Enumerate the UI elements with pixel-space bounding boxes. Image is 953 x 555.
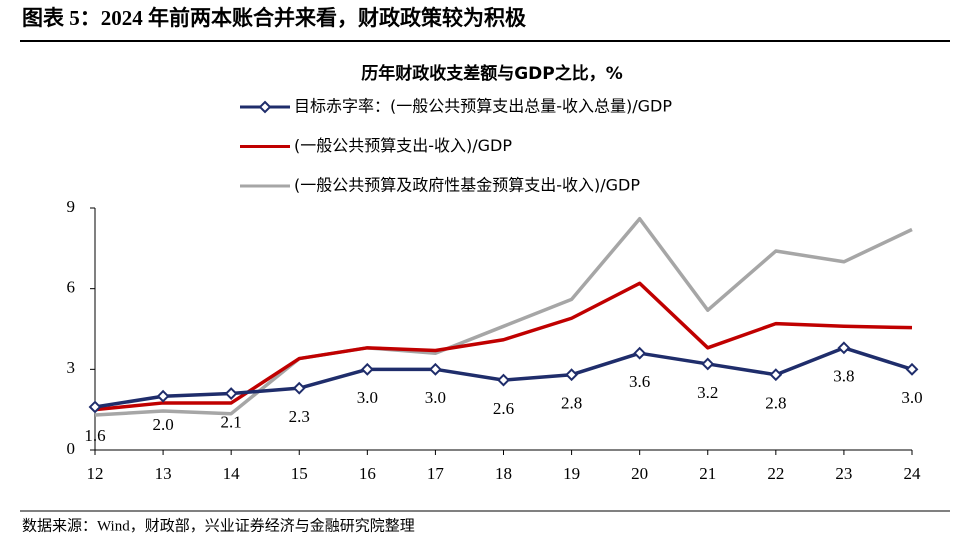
value-label: 3.0	[425, 388, 446, 407]
x-tick-label: 23	[835, 464, 852, 483]
point-marker	[156, 389, 170, 403]
x-tick-label: 17	[427, 464, 445, 483]
x-tick-label: 18	[495, 464, 512, 483]
x-tick-label: 19	[563, 464, 580, 483]
x-tick-label: 15	[291, 464, 308, 483]
value-label: 3.8	[833, 367, 854, 386]
x-tick-label: 12	[87, 464, 104, 483]
point-marker	[88, 400, 102, 414]
source-note: 数据来源：Wind，财政部，兴业证券经济与金融研究院整理	[22, 516, 415, 534]
point-marker	[633, 346, 647, 360]
x-tick-label: 22	[767, 464, 784, 483]
x-tick-label: 20	[631, 464, 648, 483]
value-label: 2.1	[221, 412, 242, 431]
value-label: 3.2	[697, 383, 718, 402]
x-tick-label: 13	[155, 464, 172, 483]
value-label: 2.8	[765, 394, 786, 413]
y-tick-label: 3	[67, 358, 76, 377]
series-line	[94, 217, 913, 417]
value-label: 1.6	[84, 426, 105, 445]
value-label: 3.6	[629, 372, 650, 391]
y-tick-label: 0	[67, 439, 76, 458]
x-tick-label: 14	[223, 464, 241, 483]
point-marker	[701, 357, 715, 371]
legend-label: (一般公共预算支出-收入)/GDP	[294, 136, 512, 155]
legend-label: (一般公共预算及政府性基金预算支出-收入)/GDP	[294, 176, 640, 195]
x-tick-label: 24	[904, 464, 922, 483]
value-label: 3.0	[357, 388, 378, 407]
point-marker	[360, 362, 374, 376]
x-tick-label: 21	[699, 464, 716, 483]
point-marker	[429, 362, 442, 376]
point-marker	[292, 381, 306, 395]
legend-label: 目标赤字率：(一般公共预算支出总量-收入总量)/GDP	[294, 97, 672, 116]
value-label: 2.8	[561, 394, 582, 413]
value-label: 2.0	[152, 415, 173, 434]
value-label: 3.0	[901, 388, 922, 407]
point-marker	[769, 368, 783, 382]
point-marker	[565, 368, 578, 382]
series-line	[94, 281, 913, 412]
point-marker	[905, 362, 919, 376]
point-marker	[837, 341, 851, 355]
legend-marker	[258, 100, 272, 114]
figure-title: 图表 5：2024 年前两本账合并来看，财政政策较为积极	[22, 6, 527, 30]
y-tick-label: 6	[67, 278, 76, 297]
y-tick-label: 9	[67, 197, 76, 216]
x-tick-label: 16	[359, 464, 376, 483]
value-label: 2.3	[289, 407, 310, 426]
value-label: 2.6	[493, 399, 514, 418]
point-marker	[497, 373, 510, 387]
point-marker	[224, 387, 238, 400]
chart-title: 历年财政收支差额与GDP之比，%	[361, 63, 623, 84]
